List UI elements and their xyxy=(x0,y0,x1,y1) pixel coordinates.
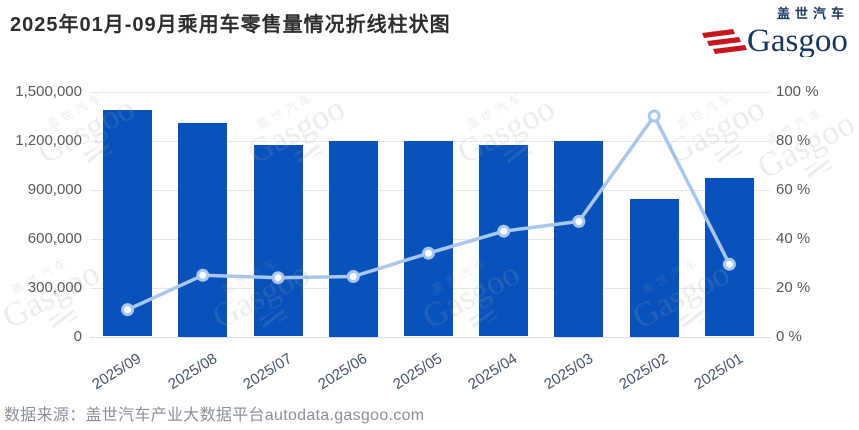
x-axis-label: 2025/02 xyxy=(616,350,672,394)
bar-2025/04 xyxy=(479,145,529,337)
bar-2025/07 xyxy=(253,145,303,337)
x-axis-label: 2025/01 xyxy=(691,350,747,394)
y-axis-label-right: 100 % xyxy=(776,82,819,100)
watermark-cn-text: 盖世汽车 xyxy=(9,254,73,298)
gasgoo-logo-stripes-icon xyxy=(702,29,747,54)
bar-2025/03 xyxy=(554,140,604,337)
data-source-note: 数据来源：盖世汽车产业大数据平台autodata.gasgoo.com xyxy=(4,407,425,424)
gasgoo-logo: 盖世汽车 Gasgoo xyxy=(702,6,849,57)
y-axis-label-left: 1,500,000 xyxy=(15,82,82,100)
watermark-en-text: Gasgoo xyxy=(661,89,771,172)
watermark-stripes-icon xyxy=(803,156,833,180)
watermark-cn-text: 盖世汽车 xyxy=(674,89,738,133)
gasgoo-logo-en-text: Gasgoo xyxy=(747,23,848,57)
x-axis-label: 2025/06 xyxy=(315,350,371,394)
x-axis-label: 2025/07 xyxy=(240,350,296,394)
gridline xyxy=(90,91,771,93)
x-axis-label: 2025/03 xyxy=(540,350,596,394)
bar-2025/06 xyxy=(328,140,378,337)
y-axis-label-right: 20 % xyxy=(776,278,811,296)
y-axis-label-left: 900,000 xyxy=(27,180,82,198)
x-axis-label: 2025/08 xyxy=(164,350,220,394)
x-axis-label: 2025/09 xyxy=(89,350,145,394)
y-axis-label-right: 0 % xyxy=(776,327,802,345)
y-axis-label-right: 60 % xyxy=(776,180,811,198)
watermark-stripes-icon xyxy=(713,141,743,165)
gasgoo-logo-cn-text: 盖世汽车 xyxy=(777,6,849,21)
bar-2025/02 xyxy=(629,198,679,337)
y-axis-label-left: 0 xyxy=(73,327,82,345)
y-axis-label-right: 40 % xyxy=(776,229,811,247)
bar-2025/09 xyxy=(103,110,153,337)
y-axis-label-right: 80 % xyxy=(776,131,811,149)
gridline xyxy=(90,336,771,338)
bar-2025/05 xyxy=(404,141,453,337)
y-axis-label-left: 1,200,000 xyxy=(15,131,82,149)
watermark-cn-text: 盖世汽车 xyxy=(464,89,528,133)
page-title: 2025年01月-09月乘用车零售量情况折线柱状图 xyxy=(10,14,451,36)
watermark-cn-text: 盖世汽车 xyxy=(254,89,318,133)
x-axis-label: 2025/04 xyxy=(465,350,521,394)
y-axis-label-left: 600,000 xyxy=(27,229,82,247)
trend-point xyxy=(647,109,661,123)
watermark-stripes-icon xyxy=(48,306,78,330)
watermark-stripes-icon xyxy=(678,306,708,330)
x-axis-label: 2025/05 xyxy=(390,350,446,394)
bar-2025/08 xyxy=(178,122,228,337)
y-axis-label-left: 300,000 xyxy=(27,278,82,296)
bar-2025/01 xyxy=(704,178,754,337)
